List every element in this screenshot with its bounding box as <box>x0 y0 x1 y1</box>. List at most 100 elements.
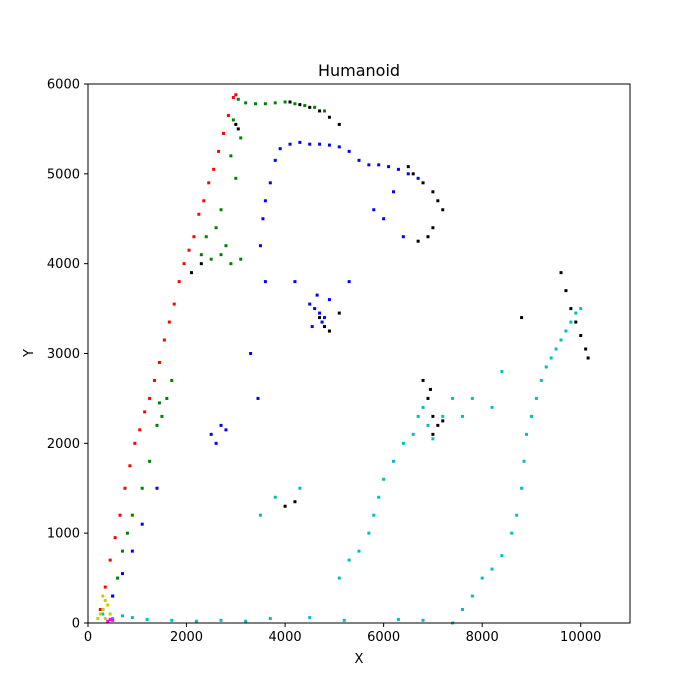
scatter-point <box>451 396 455 400</box>
y-tick-label: 6000 <box>47 78 80 93</box>
scatter-point <box>98 612 102 616</box>
scatter-point <box>377 163 381 167</box>
scatter-point <box>490 567 494 571</box>
scatter-point <box>327 143 331 147</box>
scatter-point <box>293 500 297 504</box>
scatter-point <box>278 147 282 151</box>
scatter-point <box>244 619 248 623</box>
scatter-point <box>318 316 322 320</box>
scatter-point <box>172 302 176 306</box>
scatter-point <box>202 199 206 203</box>
scatter-point <box>559 271 563 275</box>
scatter-point <box>549 356 553 360</box>
scatter-point <box>544 365 548 369</box>
scatter-point <box>431 414 435 418</box>
scatter-point <box>224 428 228 432</box>
scatter-point <box>283 100 287 104</box>
scatter-point <box>564 289 568 293</box>
scatter-point <box>258 244 262 248</box>
scatter-point <box>347 558 351 562</box>
scatter-point <box>125 531 129 535</box>
scatter-point <box>101 608 105 612</box>
scatter-point <box>522 459 526 463</box>
scatter-point <box>367 531 371 535</box>
scatter-point <box>268 617 272 621</box>
scatter-point <box>320 320 324 324</box>
y-tick-label: 1000 <box>47 527 80 542</box>
scatter-point <box>130 513 134 517</box>
scatter-point <box>234 176 238 180</box>
scatter-point <box>236 127 240 131</box>
scatter-point <box>357 549 361 553</box>
scatter-point <box>460 608 464 612</box>
scatter-point <box>258 513 262 517</box>
scatter-point <box>520 486 524 490</box>
scatter-point <box>539 378 543 382</box>
scatter-point <box>480 576 484 580</box>
scatter-point <box>569 307 573 311</box>
x-tick-label: 2000 <box>170 630 203 645</box>
scatter-point <box>520 316 524 320</box>
scatter-point <box>367 163 371 167</box>
scatter-point <box>431 437 435 441</box>
scatter-point <box>426 235 430 239</box>
scatter-point <box>263 102 267 106</box>
scatter-point <box>116 576 120 580</box>
scatter-point <box>391 459 395 463</box>
scatter-point <box>421 618 425 622</box>
scatter-point <box>283 504 287 508</box>
scatter-point <box>224 244 228 248</box>
scatter-point <box>130 616 134 620</box>
scatter-point <box>327 329 331 333</box>
scatter-point <box>219 208 223 212</box>
scatter-point <box>263 199 267 203</box>
scatter-point <box>342 618 346 622</box>
scatter-point <box>426 396 430 400</box>
y-tick-label: 5000 <box>47 167 80 182</box>
scatter-point <box>145 617 149 621</box>
scatter-point <box>337 576 341 580</box>
scatter-point <box>421 181 425 185</box>
scatter-point <box>165 396 169 400</box>
scatter-point <box>101 612 105 616</box>
scatter-point <box>194 619 198 623</box>
scatter-point <box>500 554 504 558</box>
scatter-point <box>212 167 216 171</box>
scatter-point <box>256 396 260 400</box>
scatter-point <box>337 145 341 149</box>
scatter-point <box>337 311 341 315</box>
scatter-point <box>234 122 238 126</box>
scatter-point <box>347 280 351 284</box>
scatter-point <box>239 136 243 140</box>
scatter-point <box>357 158 361 162</box>
y-tick-label: 0 <box>72 617 80 632</box>
y-axis-label: Y <box>22 349 37 358</box>
scatter-point <box>308 105 312 109</box>
scatter-point <box>229 262 233 266</box>
scatter-point <box>157 360 161 364</box>
scatter-point <box>273 495 277 499</box>
scatter-point <box>323 325 327 329</box>
scatter-point <box>372 513 376 517</box>
scatter-point <box>229 154 233 158</box>
scatter-point <box>219 253 223 257</box>
scatter-point <box>170 618 174 622</box>
x-tick-label: 8000 <box>466 630 499 645</box>
scatter-point <box>234 93 238 97</box>
scatter-point <box>96 617 100 621</box>
scatter-point <box>387 165 391 169</box>
x-tick-label: 10000 <box>560 630 601 645</box>
scatter-point <box>421 405 425 409</box>
scatter-point <box>500 369 504 373</box>
scatter-point <box>441 419 445 423</box>
scatter-point <box>192 235 196 239</box>
scatter-point <box>293 280 297 284</box>
scatter-point <box>534 396 538 400</box>
scatter-point <box>586 356 590 360</box>
scatter-point <box>199 262 203 266</box>
scatter-point <box>327 298 331 302</box>
scatter-point <box>416 176 420 180</box>
scatter-point <box>123 486 127 490</box>
scatter-point <box>157 401 161 405</box>
scatter-point <box>323 109 327 113</box>
